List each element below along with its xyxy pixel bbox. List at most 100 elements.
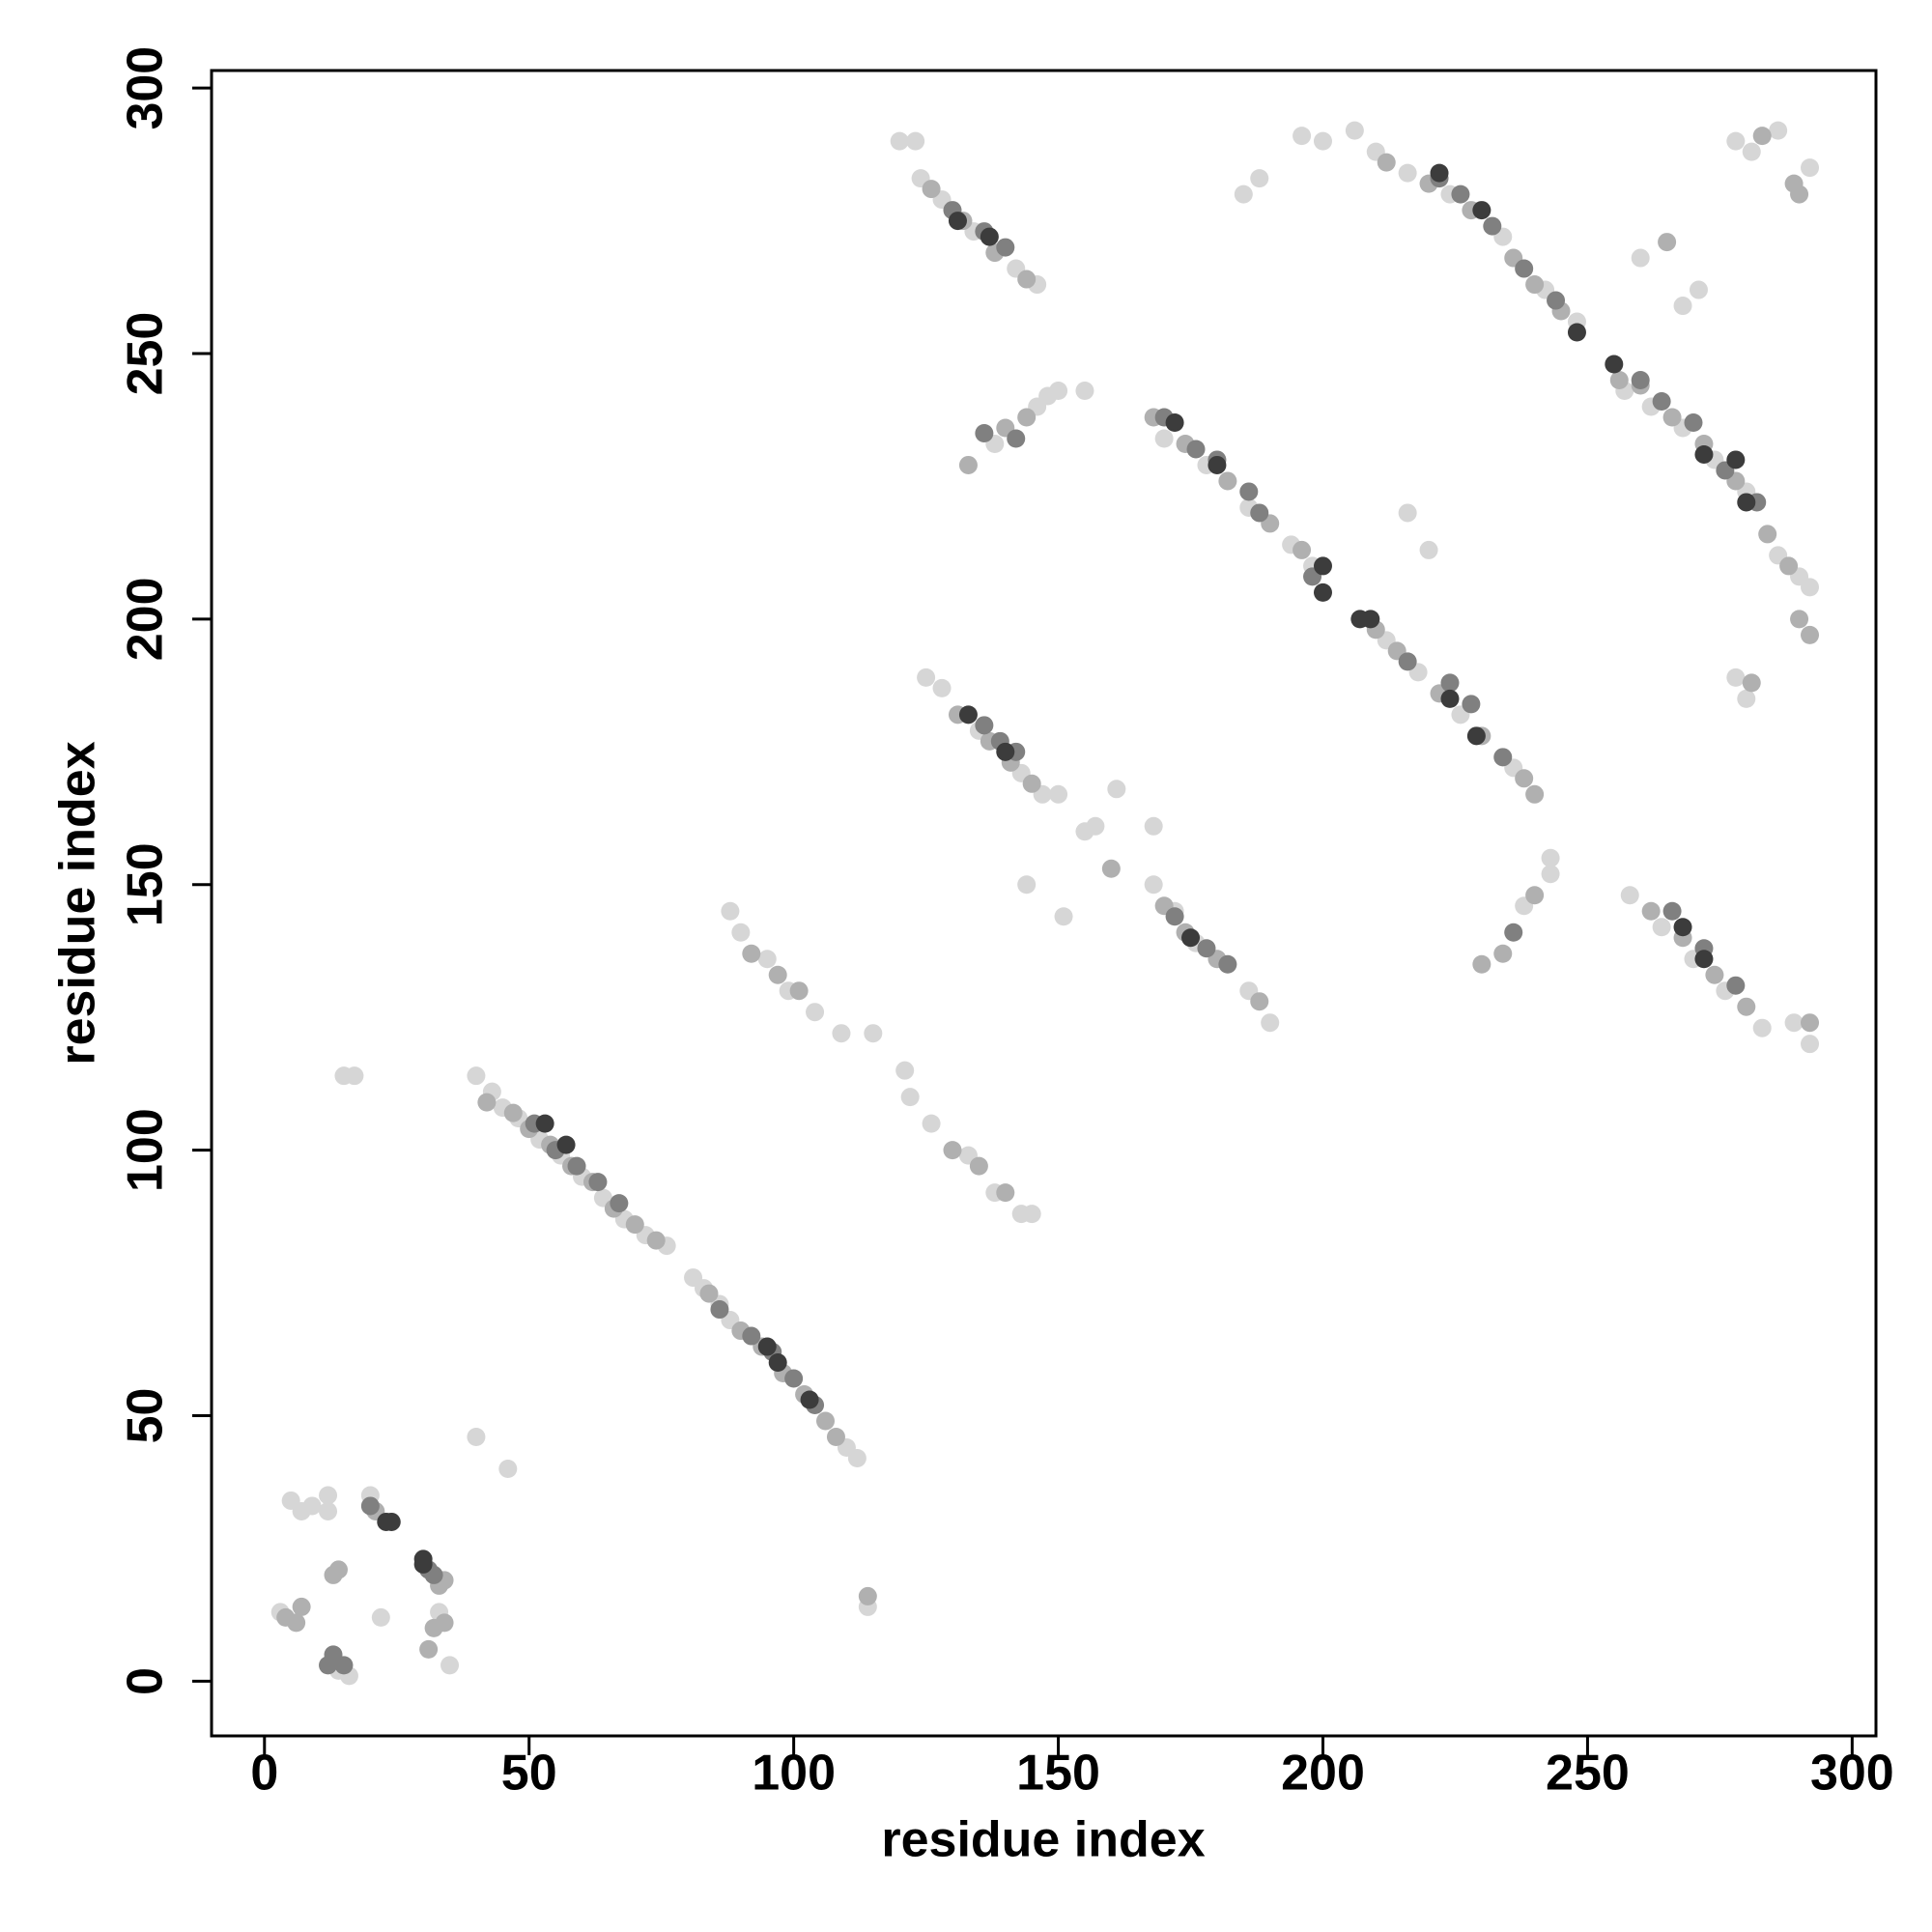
- contact-point: [287, 1613, 306, 1633]
- contact-point: [1345, 121, 1364, 140]
- contact-point: [816, 1411, 836, 1431]
- contact-point: [1218, 471, 1237, 491]
- contact-point: [996, 1183, 1015, 1203]
- contact-point: [1493, 748, 1513, 767]
- contact-point: [699, 1284, 719, 1303]
- contact-point: [1398, 652, 1417, 671]
- contact-point: [1017, 408, 1037, 427]
- contact-point: [1398, 163, 1417, 183]
- x-tick-label: 0: [250, 1746, 278, 1802]
- x-axis-label: residue index: [881, 1812, 1205, 1868]
- contact-point: [319, 1501, 338, 1520]
- contact-point: [847, 1448, 867, 1467]
- contact-point: [1049, 784, 1068, 804]
- contact-point: [1054, 907, 1073, 926]
- contact-point: [1440, 673, 1460, 693]
- contact-point: [1752, 127, 1772, 146]
- contact-point: [1208, 455, 1227, 474]
- contact-point: [710, 1300, 729, 1320]
- contact-point: [1801, 158, 1820, 178]
- x-tick-label: 50: [501, 1746, 557, 1802]
- contact-point: [1784, 1013, 1804, 1033]
- contact-point: [1075, 381, 1094, 400]
- contact-point: [413, 1554, 433, 1574]
- contact-point: [917, 668, 936, 687]
- contact-point: [1293, 540, 1312, 559]
- contact-point: [975, 423, 994, 442]
- contact-point: [784, 1369, 804, 1388]
- contact-point: [1658, 233, 1677, 252]
- contact-point: [1742, 142, 1761, 161]
- contact-point: [1525, 275, 1545, 295]
- contact-point: [1726, 131, 1746, 151]
- contact-point: [858, 1586, 877, 1605]
- contact-point: [419, 1639, 439, 1659]
- contact-point: [1049, 381, 1068, 400]
- contact-point: [1662, 901, 1682, 921]
- contact-point: [1726, 976, 1746, 995]
- contact-point: [646, 1231, 666, 1250]
- contact-point: [1250, 169, 1269, 188]
- contact-point: [588, 1173, 608, 1192]
- y-tick-label: 300: [118, 46, 174, 130]
- contact-point: [826, 1427, 845, 1446]
- contact-point: [1293, 127, 1312, 146]
- contact-point: [1620, 886, 1639, 905]
- contact-point: [757, 1337, 777, 1356]
- contact-point: [1694, 950, 1714, 969]
- contact-point: [1547, 291, 1566, 310]
- x-tick-label: 150: [1016, 1746, 1100, 1802]
- contact-point: [1313, 131, 1332, 151]
- contact-point: [360, 1496, 380, 1516]
- y-axis-label: residue index: [50, 741, 106, 1065]
- y-tick-label: 200: [118, 578, 174, 662]
- contact-point: [958, 705, 978, 724]
- contact-point: [345, 1066, 364, 1086]
- y-tick-label: 50: [118, 1388, 174, 1444]
- contact-point: [319, 1656, 338, 1675]
- contact-point: [1144, 816, 1163, 836]
- contact-point: [969, 1156, 988, 1176]
- contact-point: [1726, 668, 1746, 687]
- x-tick-label: 100: [752, 1746, 836, 1802]
- contact-point: [440, 1656, 460, 1675]
- contact-point: [1239, 482, 1259, 501]
- contact-point: [742, 944, 761, 963]
- contact-point: [742, 1326, 761, 1346]
- contact-point: [958, 455, 978, 474]
- contact-point: [1684, 412, 1703, 432]
- contact-point: [1705, 965, 1724, 984]
- contact-point: [980, 227, 999, 246]
- contact-point: [895, 1061, 915, 1080]
- contact-point: [731, 923, 751, 942]
- contact-point: [1726, 450, 1746, 469]
- contact-point: [948, 212, 967, 231]
- contact-point: [535, 1114, 554, 1133]
- contact-point: [922, 1114, 941, 1133]
- contact-point: [800, 1390, 819, 1409]
- contact-point: [1801, 625, 1820, 644]
- contact-point: [721, 901, 740, 921]
- contact-point: [1652, 918, 1671, 937]
- contact-point: [424, 1618, 443, 1637]
- contact-point: [1419, 540, 1438, 559]
- contact-point: [1144, 875, 1163, 895]
- contact-point: [1541, 865, 1560, 884]
- contact-point: [467, 1066, 486, 1086]
- contact-point: [1165, 907, 1184, 926]
- contact-point: [556, 1135, 576, 1154]
- contact-point: [1779, 556, 1799, 576]
- y-tick-label: 100: [118, 1108, 174, 1192]
- contact-point: [1398, 503, 1417, 523]
- contact-point: [1673, 918, 1692, 937]
- contact-point: [498, 1459, 518, 1478]
- contact-point: [1801, 578, 1820, 597]
- contact-point: [1493, 944, 1513, 963]
- contact-point: [1451, 185, 1470, 204]
- contact-point: [567, 1156, 586, 1176]
- contact-point: [1631, 371, 1650, 390]
- contact-point: [1430, 163, 1449, 183]
- contact-point: [996, 238, 1015, 257]
- contact-point: [1007, 429, 1026, 448]
- contact-point: [1525, 784, 1545, 804]
